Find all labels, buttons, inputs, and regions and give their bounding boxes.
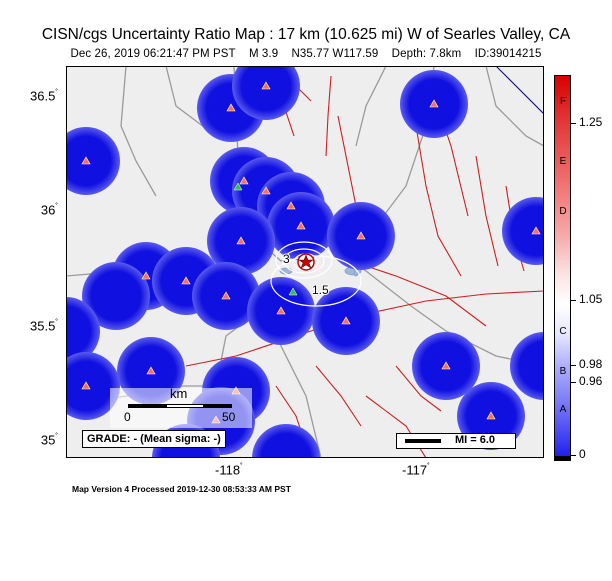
scale-start: 0 (124, 410, 131, 424)
colorbar-tick (571, 123, 576, 124)
lat-label-35: 35˚ (40, 432, 58, 448)
scale-end: 50 (222, 410, 236, 424)
colorbar-tick (571, 455, 576, 456)
colorbar-tick (571, 382, 576, 383)
colorbar-value-0: 0 (579, 447, 586, 461)
grade-box: GRADE: - (Mean sigma: -) (82, 430, 226, 448)
event-datetime: Dec 26, 2019 06:21:47 PM PST (70, 48, 236, 60)
colorbar-letter-e: E (559, 156, 567, 167)
contour-label-3: 3 (283, 252, 290, 266)
colorbar-tick (571, 300, 576, 301)
scale-bar: km 0 50 (110, 386, 252, 428)
map-title: CISN/cgs Uncertainty Ratio Map : 17 km (… (41, 26, 571, 43)
colorbar-value-0-98: 0.98 (579, 357, 603, 371)
station-markers-green (233, 182, 298, 296)
colorbar-value-1-25: 1.25 (579, 115, 603, 129)
epicenter-star (297, 253, 315, 271)
colorbar-value-0-96: 0.96 (579, 374, 603, 388)
colorbar-tick (571, 365, 576, 366)
colorbar-letter-d: D (559, 206, 567, 217)
scale-segment (166, 404, 204, 408)
event-subtitle: Dec 26, 2019 06:21:47 PM PST M 3.9 N35.7… (0, 48, 612, 60)
map-footer: Map Version 4 Processed 2019-12-30 08:53… (72, 484, 291, 494)
mi-legend: MI = 6.0 (396, 433, 516, 449)
colorbar-value-1-05: 1.05 (579, 292, 603, 306)
colorbar-letter-c: C (559, 326, 567, 337)
colorbar (554, 75, 571, 457)
colorbar-letter-f: F (559, 96, 567, 107)
lat-label-35-5: 35.5˚ (30, 318, 58, 334)
state-boundary (495, 66, 544, 115)
mi-legend-label: MI = 6.0 (455, 434, 496, 446)
lat-label-36-5: 36.5˚ (30, 88, 58, 104)
event-location: N35.77 W117.59 (291, 48, 379, 60)
colorbar-base (554, 457, 571, 461)
colorbar-letter-a: A (559, 404, 567, 415)
event-magnitude: M 3.9 (248, 48, 279, 60)
event-id: ID:39014215 (474, 48, 542, 60)
event-depth: Depth: 7.8km (391, 48, 462, 60)
scale-segment (204, 404, 232, 408)
colorbar-letter-b: B (559, 366, 567, 377)
lat-label-36: 36˚ (40, 202, 58, 218)
lon-label-117: -117˚ (402, 462, 430, 478)
mi-legend-bar (405, 439, 441, 443)
scale-segment (128, 404, 166, 408)
contour-label-1-5: 1.5 (312, 283, 329, 297)
scale-unit: km (170, 386, 188, 401)
lon-label-118: -118˚ (215, 462, 243, 478)
